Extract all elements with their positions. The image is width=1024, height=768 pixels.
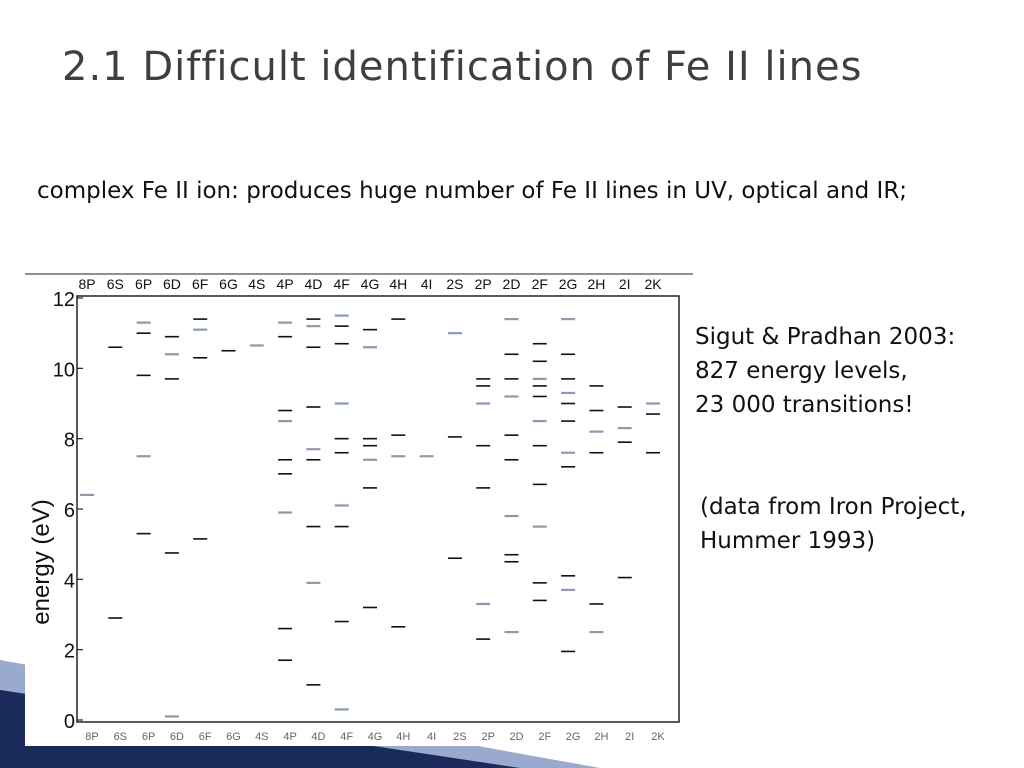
term-label-bottom: 4D xyxy=(311,731,325,743)
reference-block-iron-project: (data from Iron Project, Hummer 1993) xyxy=(700,490,967,558)
term-label-top: 2K xyxy=(644,276,662,292)
reference-line: 23 000 transitions! xyxy=(695,392,914,418)
y-tick-label: 10 xyxy=(53,359,75,381)
term-label-bottom: 2H xyxy=(594,731,608,743)
term-label-top: 2S xyxy=(446,276,463,292)
term-label-bottom: 4P xyxy=(283,731,296,743)
term-label-bottom: 6S xyxy=(114,731,127,743)
term-label-bottom: 4G xyxy=(368,731,383,743)
term-label-top: 6D xyxy=(163,276,181,292)
term-label-top: 6S xyxy=(107,276,124,292)
y-tick-label: 12 xyxy=(53,289,75,311)
term-label-bottom: 8P xyxy=(85,731,98,743)
term-label-bottom: 4S xyxy=(255,731,268,743)
term-label-top: 2I xyxy=(619,276,631,292)
term-label-top: 2D xyxy=(503,276,521,292)
y-tick-label: 8 xyxy=(64,430,75,452)
term-label-bottom: 2K xyxy=(651,731,665,743)
term-label-top: 4G xyxy=(361,276,380,292)
term-label-bottom: 6P xyxy=(142,731,155,743)
y-tick-label: 2 xyxy=(64,641,75,663)
term-label-top: 4I xyxy=(421,276,433,292)
term-label-bottom: 2D xyxy=(509,731,523,743)
term-label-bottom: 6G xyxy=(226,731,241,743)
term-label-bottom: 6F xyxy=(199,731,212,743)
reference-line: 827 energy levels, xyxy=(695,358,908,384)
term-label-top: 4D xyxy=(304,276,322,292)
term-label-bottom: 6D xyxy=(170,731,184,743)
energy-level-diagram: 8P 6S 6P 6D 6F 6G 4S 4P 4D 4F 4G 4H 4I 2S 2P 2D 2F 2G 2H 2I… xyxy=(25,272,693,746)
reference-block-sigut: Sigut & Pradhan 2003: 827 energy levels,… xyxy=(695,320,955,422)
term-label-top: 4P xyxy=(277,276,294,292)
term-label-top: 6P xyxy=(135,276,152,292)
term-label-bottom: 2G xyxy=(566,731,581,743)
chart-background xyxy=(25,272,693,746)
term-label-top: 2F xyxy=(532,276,548,292)
term-label-bottom: 2P xyxy=(481,731,494,743)
term-label-bottom: 2S xyxy=(453,731,466,743)
term-label-top: 2P xyxy=(475,276,492,292)
term-label-bottom: 2I xyxy=(625,731,634,743)
y-tick-label: 6 xyxy=(64,500,75,522)
y-tick-label: 4 xyxy=(64,570,75,592)
y-axis-label: energy (eV) xyxy=(28,499,55,624)
y-tick-label: 0 xyxy=(64,711,75,733)
slide-title: 2.1 Difficult identification of Fe II li… xyxy=(62,44,863,90)
term-label-bottom: 4H xyxy=(396,731,410,743)
term-label-top: 2H xyxy=(587,276,605,292)
term-label-top: 4F xyxy=(334,276,350,292)
intro-text: complex Fe II ion: produces huge number … xyxy=(37,178,908,204)
reference-line: (data from Iron Project, xyxy=(700,494,967,520)
term-label-top: 6G xyxy=(219,276,238,292)
term-label-top: 6F xyxy=(192,276,208,292)
term-label-top: 8P xyxy=(78,276,95,292)
term-label-bottom: 2F xyxy=(538,731,551,743)
term-label-top: 4S xyxy=(248,276,265,292)
term-label-bottom: 4I xyxy=(427,731,436,743)
reference-line: Sigut & Pradhan 2003: xyxy=(695,324,956,350)
reference-line: Hummer 1993) xyxy=(700,528,876,554)
energy-level-chart: 8P 6S 6P 6D 6F 6G 4S 4P 4D 4F 4G 4H 4I 2S 2P 2D 2F 2G 2H 2I… xyxy=(25,272,693,746)
term-label-top: 2G xyxy=(559,276,578,292)
term-label-top: 4H xyxy=(389,276,407,292)
term-label-bottom: 4F xyxy=(340,731,353,743)
